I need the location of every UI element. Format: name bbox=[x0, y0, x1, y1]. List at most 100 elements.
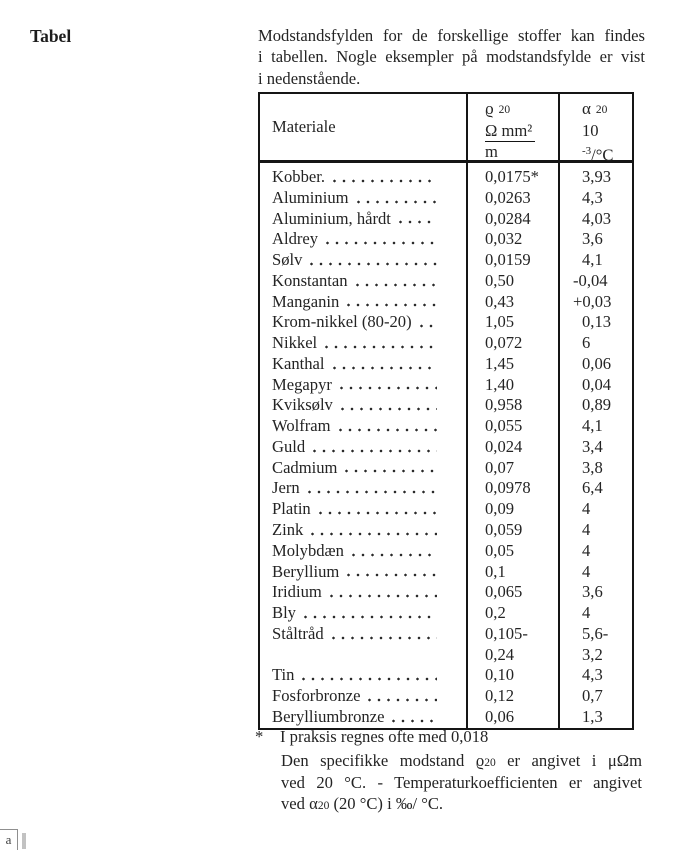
material-name: Platin bbox=[272, 499, 311, 519]
rho-cell: 0,0159 bbox=[466, 250, 558, 271]
table-row: Bly 0,2 4 bbox=[260, 603, 632, 624]
material-cell: Kobber. bbox=[260, 167, 466, 188]
dot-leader bbox=[340, 406, 437, 413]
rho-cell: 0,072 bbox=[466, 333, 558, 354]
dot-leader bbox=[332, 364, 437, 371]
rho-cell: 1,45 bbox=[466, 354, 558, 375]
material-cell: Megapyr bbox=[260, 375, 466, 396]
alpha-value: 1,3 bbox=[582, 706, 603, 726]
alpha-value: 4,1 bbox=[582, 250, 603, 270]
material-cell: Kviksølv bbox=[260, 395, 466, 416]
alpha-unit-exponent-line: -3/°C bbox=[582, 141, 632, 166]
dot-leader bbox=[329, 593, 437, 600]
material-name: Aluminium, hårdt bbox=[272, 208, 391, 228]
table-row: Kanthal 1,45 0,06 bbox=[260, 354, 632, 375]
alpha-cell: 3,6 bbox=[558, 229, 632, 250]
table-row: Megapyr 1,40 0,04 bbox=[260, 375, 632, 396]
dot-leader bbox=[302, 676, 437, 683]
margin-label: Tabel bbox=[30, 26, 72, 46]
dot-leader bbox=[318, 510, 437, 517]
alpha-value: 0,7 bbox=[582, 686, 603, 706]
alpha-unit-base: 10 bbox=[582, 121, 599, 140]
rho-value: 0,05 bbox=[485, 540, 515, 560]
rho-value: 0,0159 bbox=[485, 250, 531, 270]
table-row: Tin 0,10 4,3 bbox=[260, 665, 632, 686]
material-name: Ståltråd bbox=[272, 623, 324, 643]
table-row: Kviksølv 0,958 0,89 bbox=[260, 395, 632, 416]
alpha-value: 4,1 bbox=[582, 416, 603, 436]
note-text: er angivet i μΩm bbox=[495, 751, 642, 770]
material-name: Beryllium bbox=[272, 561, 340, 581]
rho-value: 0,0175* bbox=[485, 167, 539, 186]
rho-value: 0,10 bbox=[485, 665, 515, 685]
material-column-header: Materiale bbox=[260, 94, 466, 160]
note-line: ved α20 (20 °C) i ‰/ °C. bbox=[281, 794, 642, 816]
table-row: Jern 0,0978 6,4 bbox=[260, 478, 632, 499]
table-row: Aluminium 0,0263 4,3 bbox=[260, 188, 632, 209]
table-row: Zink 0,059 4 bbox=[260, 520, 632, 541]
table-row: Fosforbronze 0,12 0,7 bbox=[260, 686, 632, 707]
rho-value: 0,1 bbox=[485, 561, 506, 581]
dot-leader bbox=[368, 696, 437, 703]
rho-cell: 0,059 bbox=[466, 520, 558, 541]
material-cell: Aluminium bbox=[260, 188, 466, 209]
table-row: Iridium 0,065 3,6 bbox=[260, 582, 632, 603]
alpha-cell: 1,3 bbox=[558, 707, 632, 728]
dot-leader bbox=[345, 468, 437, 475]
material-name: Jern bbox=[272, 478, 300, 498]
alpha-value: 6,4 bbox=[582, 478, 603, 498]
alpha-cell: 4 bbox=[558, 499, 632, 520]
note-text: ved α bbox=[281, 793, 318, 813]
rho-symbol: ϱ bbox=[485, 99, 494, 118]
rho-value: 0,06 bbox=[485, 706, 515, 726]
alpha-value: 4,3 bbox=[582, 187, 603, 207]
rho-value: 0,0978 bbox=[485, 478, 531, 498]
note-text: Den specifikke modstand ϱ bbox=[281, 751, 485, 770]
alpha-cell: 5,6- 3,2 bbox=[558, 624, 632, 666]
alpha-cell: 4 bbox=[558, 562, 632, 583]
rho-unit-fraction: Ω mm² m bbox=[485, 121, 558, 161]
rho-value: 0,09 bbox=[485, 499, 515, 519]
material-cell: Konstantan bbox=[260, 271, 466, 292]
rho-cell: 0,1 bbox=[466, 562, 558, 583]
rho-cell: 0,105- 0,24 bbox=[466, 624, 558, 666]
intro-line: i tabellen. Nogle eksempler på modstands… bbox=[258, 47, 645, 67]
alpha-cell: 4 bbox=[558, 603, 632, 624]
rho-cell: 1,40 bbox=[466, 375, 558, 396]
table-row: Nikkel 0,072 6 bbox=[260, 333, 632, 354]
table-row: Cadmium 0,07 3,8 bbox=[260, 458, 632, 479]
material-name: Krom-nikkel (80-20) bbox=[272, 312, 412, 332]
alpha-value: 3,6 bbox=[582, 582, 603, 602]
material-name: Aluminium bbox=[272, 187, 349, 207]
alpha-value: 3,2 bbox=[582, 644, 603, 664]
material-cell: Jern bbox=[260, 478, 466, 499]
rho-value: 0,958 bbox=[485, 395, 523, 415]
rho-cell: 0,06 bbox=[466, 707, 558, 728]
table-row: Kobber. 0,0175* 3,93 bbox=[260, 167, 632, 188]
table-row: Beryllium 0,1 4 bbox=[260, 562, 632, 583]
dot-leader bbox=[303, 613, 437, 620]
rho-cell: 0,024 bbox=[466, 437, 558, 458]
material-name: Megapyr bbox=[272, 374, 332, 394]
alpha-value: 6 bbox=[582, 333, 591, 353]
note-line: ved 20 °C. - Temperaturkoefficienten er … bbox=[281, 773, 642, 793]
material-cell: Krom-nikkel (80-20) bbox=[260, 312, 466, 333]
rho-cell: 1,05 bbox=[466, 312, 558, 333]
dot-leader bbox=[325, 343, 437, 350]
alpha-symbol: α bbox=[582, 99, 591, 118]
table-row: Aluminium, hårdt 0,0284 4,03 bbox=[260, 209, 632, 230]
material-cell: Bly bbox=[260, 603, 466, 624]
rho-value: 1,40 bbox=[485, 374, 515, 394]
alpha-value: +0,03 bbox=[573, 291, 612, 311]
alpha-cell: 3,4 bbox=[558, 437, 632, 458]
dot-leader bbox=[355, 281, 437, 288]
note-text: (20 °C) i ‰/ °C. bbox=[329, 793, 444, 813]
rho-value: 0,105- bbox=[485, 623, 528, 643]
alpha-unit-suffix: /°C bbox=[591, 145, 614, 165]
rho-cell: 0,958 bbox=[466, 395, 558, 416]
material-cell: Manganin bbox=[260, 292, 466, 313]
alpha-value: 0,13 bbox=[582, 312, 612, 332]
rho-value: 0,059 bbox=[485, 520, 523, 540]
material-cell: Fosforbronze bbox=[260, 686, 466, 707]
material-cell: Berylliumbronze bbox=[260, 707, 466, 728]
